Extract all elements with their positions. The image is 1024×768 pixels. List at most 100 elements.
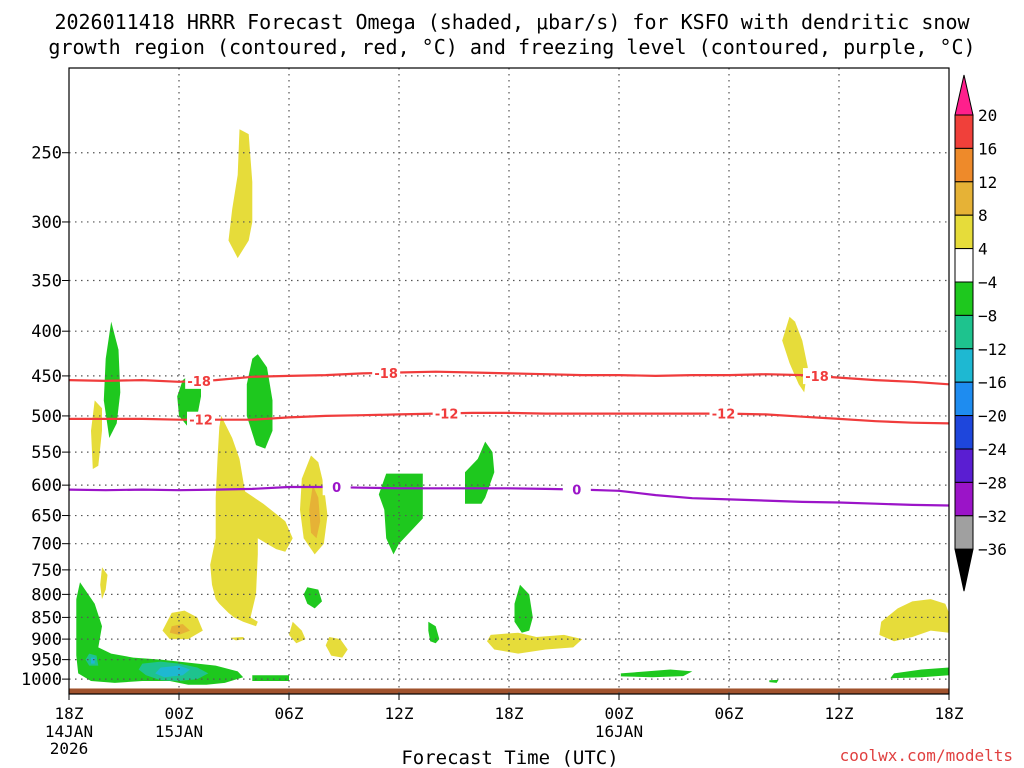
y-tick-label-1000: 1000 [21,670,62,690]
contour-line-2 [69,411,950,425]
x-tick-label-18: 12Z [385,704,414,723]
colorbar-label-10: −20 [978,407,1007,426]
colorbar-swatch-11 [954,448,974,483]
contour-label-1-2: -18 [374,367,398,382]
x-axis-label: Forecast Time (UTC) [401,747,618,768]
colorbar-swatch-4 [954,214,974,250]
colorbar-swatch-10 [954,415,974,450]
contour-label-1-3: -18 [805,370,829,385]
colorbar-label-8: −12 [978,340,1007,359]
y-tick-label-950: 950 [31,651,62,671]
y-tick-label-750: 750 [31,561,62,581]
chart-title-line-2: growth region (contoured, red, °C) and f… [48,35,975,59]
y-tick-label-700: 700 [31,535,62,555]
x-tick-label-0: 18Z [55,704,84,723]
colorbar-label-2: 16 [978,139,997,158]
colorbar: 20 16 12 8 4 −4 −8 −12 −16 −20 −24 −28 −32 −36 [954,74,1007,592]
colorbar-label-5: 4 [978,240,988,259]
ground-surface-band [69,688,949,694]
omega-region-6 [289,621,306,644]
y-axis-pressure: 2503003504004505005506006507007508008509… [21,144,69,690]
omega-region-10 [487,632,583,654]
contour-label-bg-3-1 [322,479,351,496]
omega-region-14 [169,624,190,635]
x-tick-date-6-0: 15JAN [155,722,203,741]
x-tick-label-30: 00Z [605,704,634,723]
y-tick-label-450: 450 [31,367,62,387]
colorbar-swatch-7 [954,314,974,350]
x-tick-date-0-1: 2026 [50,739,89,758]
x-tick-label-42: 12Z [825,704,854,723]
contour-label-bg-1-1 [185,372,214,389]
contour-line-3 [68,485,950,507]
y-tick-label-900: 900 [31,630,62,650]
contour-label-bg-2-1 [187,411,215,428]
isotherm-contours: -18 -18 -18 -12 -12 -12 0 0 [68,364,950,507]
y-tick-label-350: 350 [31,271,62,291]
x-tick-date-0-0: 14JAN [45,722,93,741]
chart-title-line-1: 2026011418 HRRR Forecast Omega (shaded, … [54,10,970,34]
contour-line-1 [68,370,950,386]
x-tick-label-6: 00Z [165,704,194,723]
colorbar-label-14: −36 [978,540,1007,559]
contour-label-1-1: -18 [187,375,211,390]
colorbar-swatch-6 [954,281,974,316]
contour-label-bg-1-3 [803,368,831,385]
y-tick-label-500: 500 [31,407,62,427]
colorbar-swatch-bottom [954,548,974,592]
y-tick-label-550: 550 [31,443,62,463]
omega-region-26 [769,679,779,683]
omega-shaded-regions [76,129,949,685]
contour-label-2-1: -12 [189,414,213,429]
omega-region-24 [252,675,289,681]
x-tick-date-30-0: 16JAN [595,722,643,741]
omega-region-23 [514,584,533,633]
omega-region-13 [309,485,321,539]
colorbar-label-3: 12 [978,173,997,192]
y-tick-label-300: 300 [31,213,62,233]
colorbar-swatch-12 [954,481,974,517]
colorbar-swatch-1 [954,114,974,149]
colorbar-swatch-top [954,74,974,116]
contour-label-3-2: 0 [572,483,581,498]
omega-region-19 [303,587,322,609]
colorbar-swatch-2 [954,147,974,183]
colorbar-label-6: −4 [978,273,997,292]
colorbar-swatch-5 [954,248,974,283]
x-tick-label-24: 18Z [495,704,524,723]
colorbar-label-1: 20 [978,106,997,125]
contour-label-bg-2-2 [432,405,461,422]
omega-region-27 [890,667,949,679]
x-tick-label-12: 06Z [275,704,304,723]
y-tick-label-800: 800 [31,585,62,605]
omega-region-7 [325,637,348,658]
credit-link[interactable]: coolwx.com/modelts [840,746,1013,765]
y-tick-label-650: 650 [31,507,62,527]
colorbar-swatch-8 [954,348,974,383]
x-tick-label-36: 06Z [715,704,744,723]
contour-label-bg-1-2 [372,364,401,381]
contour-label-2-3: -12 [712,408,736,423]
colorbar-label-13: −32 [978,507,1007,526]
colorbar-swatch-3 [954,181,974,216]
colorbar-label-12: −28 [978,473,1007,492]
y-tick-label-600: 600 [31,476,62,496]
omega-region-12 [879,599,949,642]
contour-label-2-2: -12 [435,407,459,422]
y-tick-label-250: 250 [31,144,62,164]
x-tick-label-48: 18Z [935,704,964,723]
omega-region-21 [465,441,495,504]
omega-region-22 [428,621,440,644]
omega-region-31 [91,657,95,664]
omega-region-2 [91,400,102,469]
omega-region-20 [378,473,423,555]
colorbar-label-7: −8 [978,306,997,325]
omega-region-18 [246,354,273,449]
omega-region-3 [210,415,293,627]
colorbar-swatch-13 [954,515,974,550]
omega-region-11 [782,316,808,393]
omega-region-30 [155,665,190,678]
contour-label-bg-3-2 [562,481,591,498]
